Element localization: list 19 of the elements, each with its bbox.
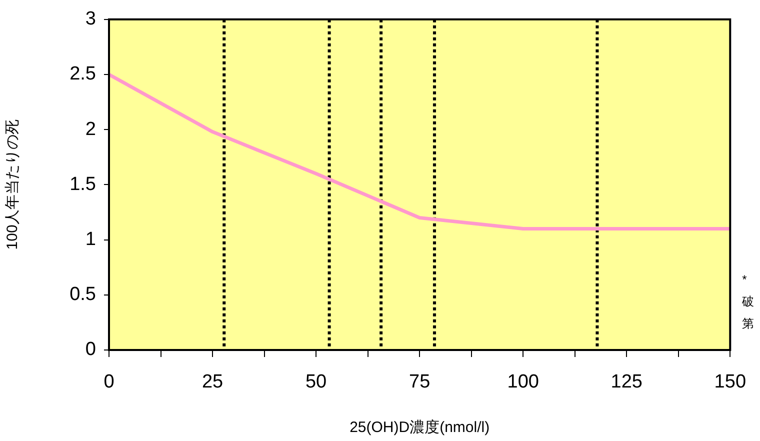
- x-tick-label: 125: [610, 372, 642, 393]
- x-tick-label: 100: [507, 372, 539, 393]
- y-tick-label: 0.5: [70, 284, 96, 306]
- text: *: [742, 272, 748, 286]
- y-tick-label: 0: [85, 339, 96, 360]
- text: 破: [741, 294, 754, 308]
- x-tick-label: 0: [104, 372, 114, 393]
- y-tick-label: 2.5: [70, 64, 96, 85]
- x-tick-label: 50: [305, 372, 327, 393]
- x-tick-label: 25: [202, 372, 224, 393]
- y-tick-label: 3: [85, 8, 96, 30]
- y-tick-label: 2: [85, 118, 96, 140]
- y-tick-label: 1.5: [70, 174, 96, 195]
- y-axis-title: 100人年当たりの死: [4, 120, 22, 250]
- x-axis-title: 25(OH)D濃度(nmol/l): [350, 419, 490, 436]
- text: 第: [742, 316, 754, 330]
- x-tick-label: 75: [409, 372, 430, 393]
- y-tick-label: 1: [85, 229, 96, 250]
- x-tick-label: 150: [714, 372, 746, 393]
